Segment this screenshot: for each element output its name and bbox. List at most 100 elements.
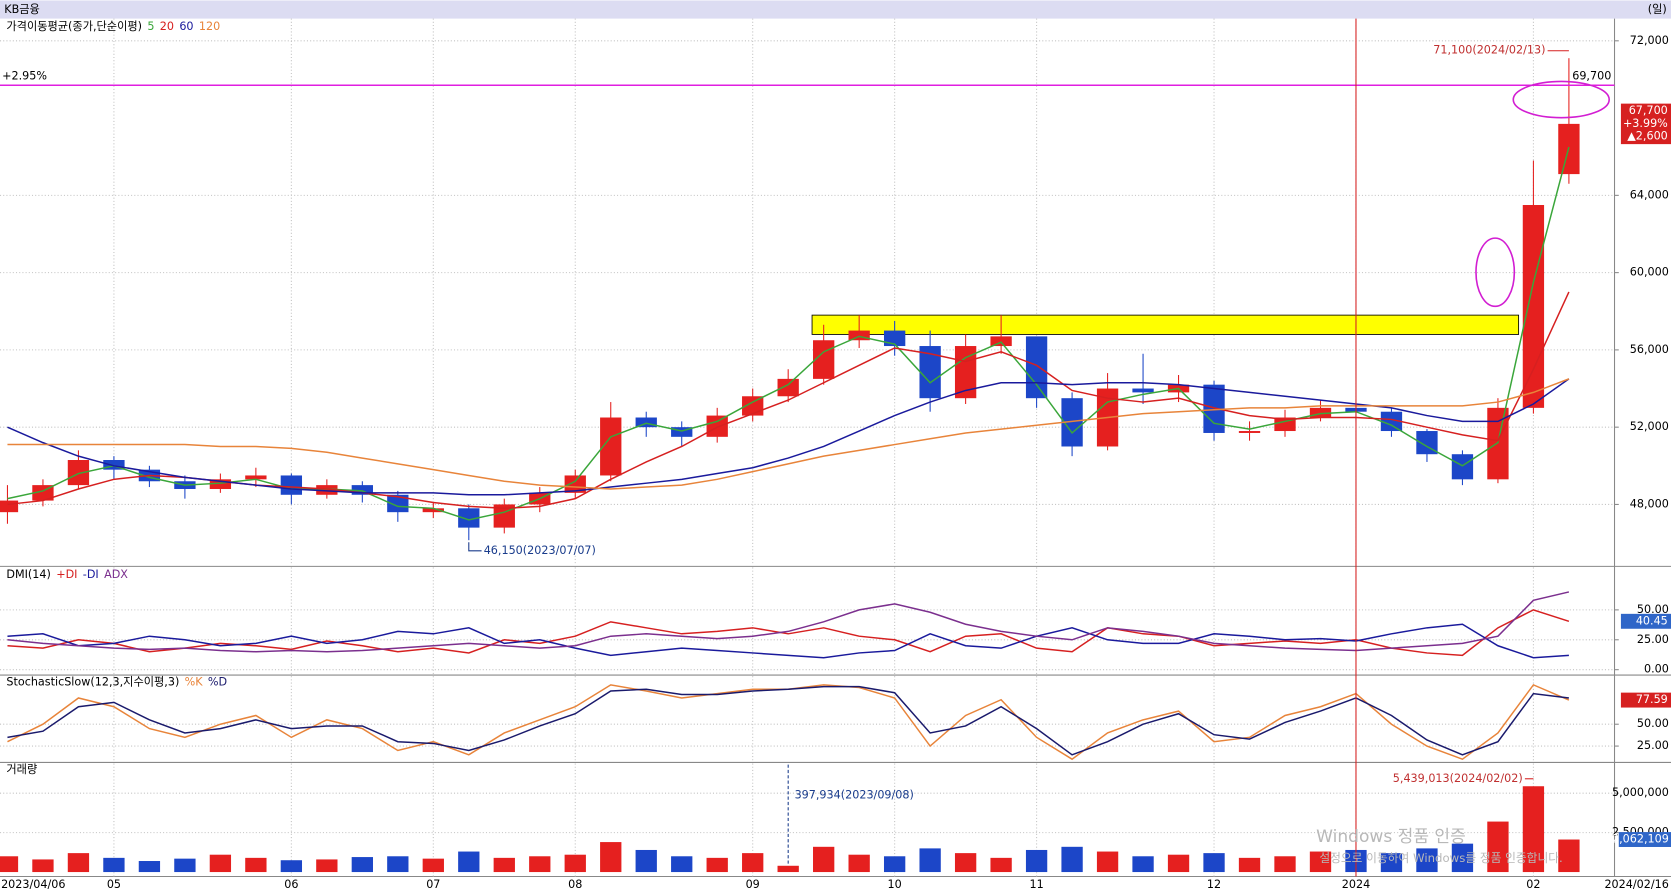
x-tick-label: 12: [1207, 878, 1221, 891]
reference-change: +2.95%: [2, 70, 47, 83]
value-box: [1620, 613, 1671, 629]
candle-body: [209, 479, 232, 489]
candle-body: [422, 508, 444, 513]
candle-body: [1451, 454, 1474, 480]
volume-bar: [1274, 856, 1296, 873]
last-value: 40.45: [1636, 614, 1668, 627]
candle-body: [1487, 407, 1509, 480]
x-tick-label: 2023/04/06: [1, 878, 65, 891]
volume-bar: [600, 842, 622, 873]
y-tick-label: 50.00: [1637, 717, 1669, 730]
candle-body: [1238, 431, 1261, 433]
candle-body: [777, 378, 799, 397]
volume-bar: [1025, 849, 1048, 873]
volume-bar: [1522, 786, 1545, 873]
volume-bar: [422, 858, 444, 873]
volume-bar: [564, 854, 586, 873]
watermark-title: Windows 정품 인증: [1316, 827, 1466, 847]
candle-body: [1132, 388, 1154, 393]
value-box: [1620, 692, 1671, 708]
x-tick-label: 2024: [1342, 878, 1370, 891]
volume-bar: [883, 856, 906, 873]
volume-bar: [387, 856, 409, 873]
price-box: [1620, 103, 1671, 145]
series-line: [7, 623, 1569, 659]
candle-body: [1203, 384, 1225, 433]
volume-bar: [1238, 857, 1261, 873]
x-tick-label: 11: [1029, 878, 1043, 891]
candle-body: [1309, 407, 1332, 418]
max-note: 5,439,013(2024/02/02): [1393, 772, 1523, 785]
volume-bar: [1487, 821, 1509, 873]
candle-body: [316, 485, 338, 495]
candle-body: [600, 417, 622, 476]
period: (일): [1648, 2, 1667, 16]
candle-body: [387, 494, 409, 513]
y-tick-label: 0.00: [1644, 663, 1669, 676]
x-tick-label: 06: [284, 878, 298, 891]
volume-bar: [0, 856, 19, 873]
volume-bar: [1451, 843, 1474, 873]
note-leader: [468, 542, 482, 552]
volume-bar: [529, 856, 551, 873]
last-change: ▲2,600: [1627, 130, 1668, 143]
series-line: [7, 378, 1570, 496]
legend-item: DMI(14): [6, 568, 50, 581]
volume-bar: [813, 846, 835, 873]
volume-bar: [245, 857, 267, 873]
y-tick-label: 60,000: [1630, 266, 1669, 279]
legend-item: -DI: [83, 568, 99, 581]
volume-bar: [671, 856, 693, 873]
candle-body: [245, 475, 267, 480]
x-tick-label: 07: [426, 878, 440, 891]
legend-item: 거래량: [6, 763, 37, 776]
x-tick-label: 05: [107, 878, 121, 891]
volume-bar: [848, 854, 870, 873]
volume-bar: [174, 858, 196, 873]
series-line: [7, 146, 1570, 521]
volume-bar: [777, 865, 799, 873]
volume-bar: [990, 857, 1012, 873]
candle-body: [0, 500, 19, 513]
legend-item: StochasticSlow(12,3,지수이평,3): [6, 676, 179, 689]
volume-bar: [316, 859, 338, 873]
x-tick-label: 2024/02/16: [1604, 878, 1668, 891]
candle-body: [635, 417, 657, 428]
low-note: 46,150(2023/07/07): [484, 544, 596, 557]
watermark-text: 설정으로 이동하여 Windows를 정품 인증합니다.: [1319, 851, 1562, 865]
plot-layer: 2023/04/06 05 06 07 08 09 10 11 12 2024 02 2024/02/…: [0, 18, 1671, 891]
volume-bar: [954, 853, 977, 873]
volume-bar: [1132, 856, 1154, 873]
legend-item: 5: [147, 20, 154, 33]
candle-body: [671, 427, 693, 437]
highlight-ellipse: [1475, 237, 1516, 308]
value-box: [1618, 832, 1671, 847]
volume-bar: [919, 848, 941, 873]
volume-bar: [458, 851, 480, 873]
candle-body: [103, 460, 125, 470]
candle-body: [458, 508, 480, 528]
candle-body: [564, 475, 586, 493]
volume-bar: [1558, 839, 1580, 873]
candle-body: [280, 475, 303, 495]
volume-bar: [1309, 851, 1332, 873]
candle-body: [67, 460, 90, 486]
volume-bar: [493, 857, 515, 873]
y-tick-label: 25.00: [1637, 633, 1669, 646]
candle-body: [883, 330, 906, 347]
volume-bar: [32, 859, 54, 873]
last-volume: 2,062,109: [1612, 833, 1669, 846]
volume-bar: [138, 861, 161, 873]
y-tick-label: 5,000,000: [1612, 786, 1669, 799]
candle-body: [1061, 398, 1083, 447]
candle-body: [1380, 411, 1403, 432]
y-tick-label: 64,000: [1630, 188, 1669, 201]
candle-body: [919, 346, 941, 399]
legend-item: %K: [185, 676, 204, 689]
volume-bar: [706, 857, 728, 873]
legend-item: +DI: [56, 568, 77, 581]
series-line: [7, 685, 1569, 756]
volume-bar: [1167, 854, 1190, 873]
volume-bar: [351, 857, 373, 873]
y-tick-label: 72,000: [1630, 34, 1669, 47]
